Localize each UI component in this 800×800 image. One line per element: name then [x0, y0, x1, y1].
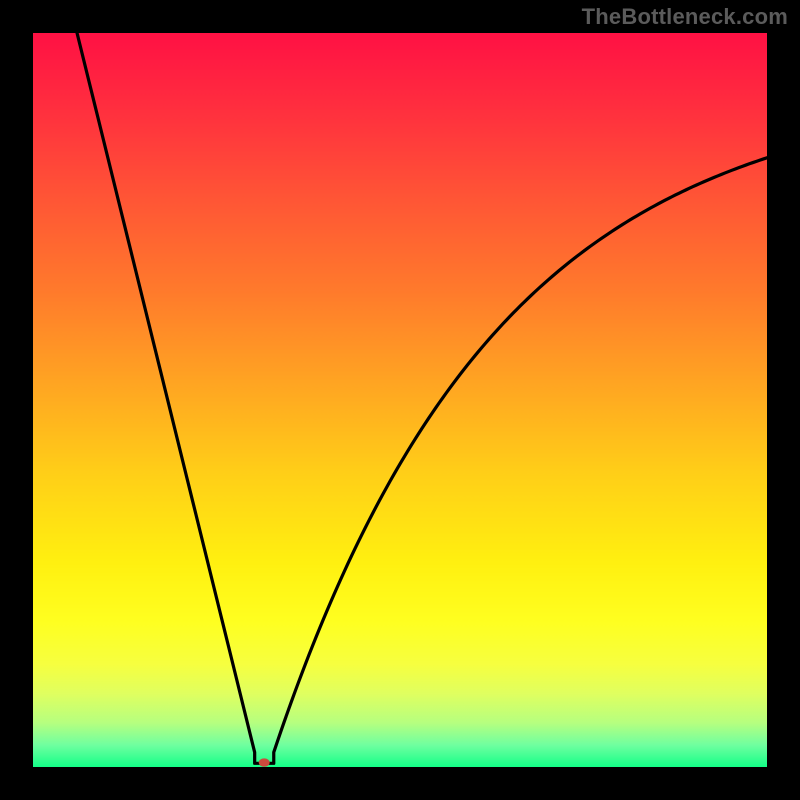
chart-plot-area: [33, 33, 767, 767]
watermark-text: TheBottleneck.com: [582, 4, 788, 30]
background-gradient: [33, 33, 767, 767]
